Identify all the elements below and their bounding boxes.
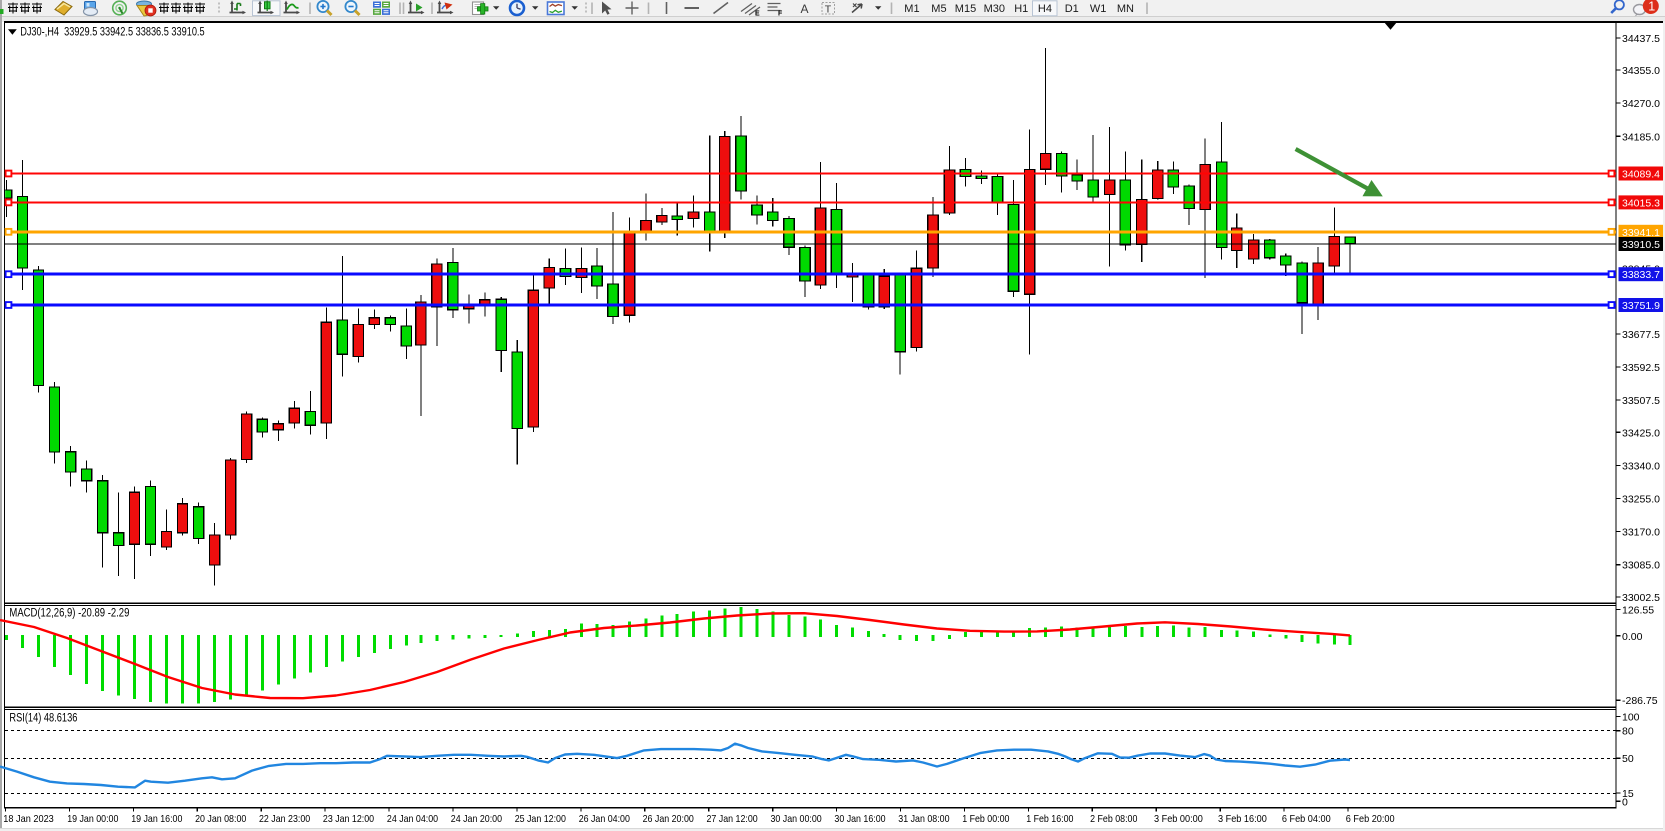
svg-text:30 Jan 00:00: 30 Jan 00:00 — [771, 813, 822, 825]
svg-text:33941.1: 33941.1 — [1622, 227, 1660, 239]
svg-text:27 Jan 12:00: 27 Jan 12:00 — [707, 813, 758, 825]
svg-text:2 Feb 08:00: 2 Feb 08:00 — [1090, 813, 1137, 825]
svg-text:DJ30-,H4 33929.5 33942.5 3383: DJ30-,H4 33929.5 33942.5 33836.5 33910.5 — [20, 26, 204, 38]
svg-text:31 Jan 08:00: 31 Jan 08:00 — [898, 813, 949, 825]
svg-text:80: 80 — [1622, 726, 1634, 738]
svg-text:33340.0: 33340.0 — [1622, 460, 1660, 472]
svg-text:34185.0: 34185.0 — [1622, 131, 1660, 143]
svg-text:34089.4: 34089.4 — [1622, 169, 1660, 181]
svg-text:F: F — [778, 11, 783, 18]
svg-text:M5: M5 — [931, 3, 946, 15]
svg-text:34015.3: 34015.3 — [1622, 197, 1660, 209]
svg-text:33085.0: 33085.0 — [1622, 560, 1660, 572]
svg-text:18 Jan 2023: 18 Jan 2023 — [3, 813, 54, 825]
svg-text:34355.0: 34355.0 — [1622, 65, 1660, 77]
svg-text:24 Jan 04:00: 24 Jan 04:00 — [387, 813, 438, 825]
svg-text:50: 50 — [1622, 753, 1634, 765]
svg-text:T: T — [825, 4, 832, 16]
svg-text:33002.5: 33002.5 — [1622, 592, 1660, 604]
svg-text:M30: M30 — [984, 3, 1005, 15]
svg-text:100: 100 — [1622, 711, 1640, 723]
svg-text:A: A — [801, 2, 809, 16]
svg-text:33592.5: 33592.5 — [1622, 362, 1660, 374]
svg-text:33255.0: 33255.0 — [1622, 494, 1660, 506]
svg-text:15: 15 — [1622, 788, 1634, 800]
svg-text:1 Feb 16:00: 1 Feb 16:00 — [1026, 813, 1073, 825]
svg-text:126.55: 126.55 — [1622, 605, 1654, 617]
svg-text:D1: D1 — [1065, 3, 1079, 15]
svg-text:30 Jan 16:00: 30 Jan 16:00 — [834, 813, 885, 825]
svg-text:W1: W1 — [1090, 3, 1107, 15]
svg-text:RSI(14) 48.6136: RSI(14) 48.6136 — [9, 713, 77, 725]
svg-text:MACD(12,26,9) -20.89 -2.29: MACD(12,26,9) -20.89 -2.29 — [9, 608, 129, 620]
svg-text:19 Jan 16:00: 19 Jan 16:00 — [131, 813, 182, 825]
svg-text:M1: M1 — [904, 3, 919, 15]
svg-text:1: 1 — [1648, 0, 1655, 14]
svg-text:1 Feb 00:00: 1 Feb 00:00 — [962, 813, 1009, 825]
svg-text:19 Jan 00:00: 19 Jan 00:00 — [67, 813, 118, 825]
svg-text:33507.5: 33507.5 — [1622, 395, 1660, 407]
svg-text:34437.5: 34437.5 — [1622, 33, 1660, 45]
svg-text:M15: M15 — [955, 3, 976, 15]
svg-text:34270.0: 34270.0 — [1622, 98, 1660, 110]
svg-text:22 Jan 23:00: 22 Jan 23:00 — [259, 813, 310, 825]
svg-text:25 Jan 12:00: 25 Jan 12:00 — [515, 813, 566, 825]
svg-text:26 Jan 04:00: 26 Jan 04:00 — [579, 813, 630, 825]
svg-text:H4: H4 — [1038, 3, 1052, 15]
svg-text:3 Feb 00:00: 3 Feb 00:00 — [1154, 813, 1203, 825]
svg-text:0: 0 — [1622, 796, 1628, 808]
svg-text:6 Feb 04:00: 6 Feb 04:00 — [1282, 813, 1331, 825]
svg-text:33910.5: 33910.5 — [1622, 239, 1660, 251]
svg-text:MN: MN — [1117, 3, 1134, 15]
svg-text:33425.0: 33425.0 — [1622, 427, 1660, 439]
svg-text:20 Jan 08:00: 20 Jan 08:00 — [195, 813, 246, 825]
svg-text:26 Jan 20:00: 26 Jan 20:00 — [643, 813, 694, 825]
svg-text:33677.5: 33677.5 — [1622, 329, 1660, 341]
svg-text:23 Jan 12:00: 23 Jan 12:00 — [323, 813, 374, 825]
svg-text:33170.0: 33170.0 — [1622, 527, 1660, 539]
svg-text:H1: H1 — [1014, 3, 1028, 15]
svg-text:E: E — [755, 11, 760, 18]
svg-text:-286.75: -286.75 — [1622, 695, 1658, 707]
svg-text:0.00: 0.00 — [1622, 631, 1643, 643]
svg-text:24 Jan 20:00: 24 Jan 20:00 — [451, 813, 502, 825]
svg-text:33833.7: 33833.7 — [1622, 269, 1660, 281]
svg-text:33751.9: 33751.9 — [1622, 300, 1660, 312]
svg-text:6 Feb 20:00: 6 Feb 20:00 — [1346, 813, 1395, 825]
svg-text:3 Feb 16:00: 3 Feb 16:00 — [1218, 813, 1267, 825]
